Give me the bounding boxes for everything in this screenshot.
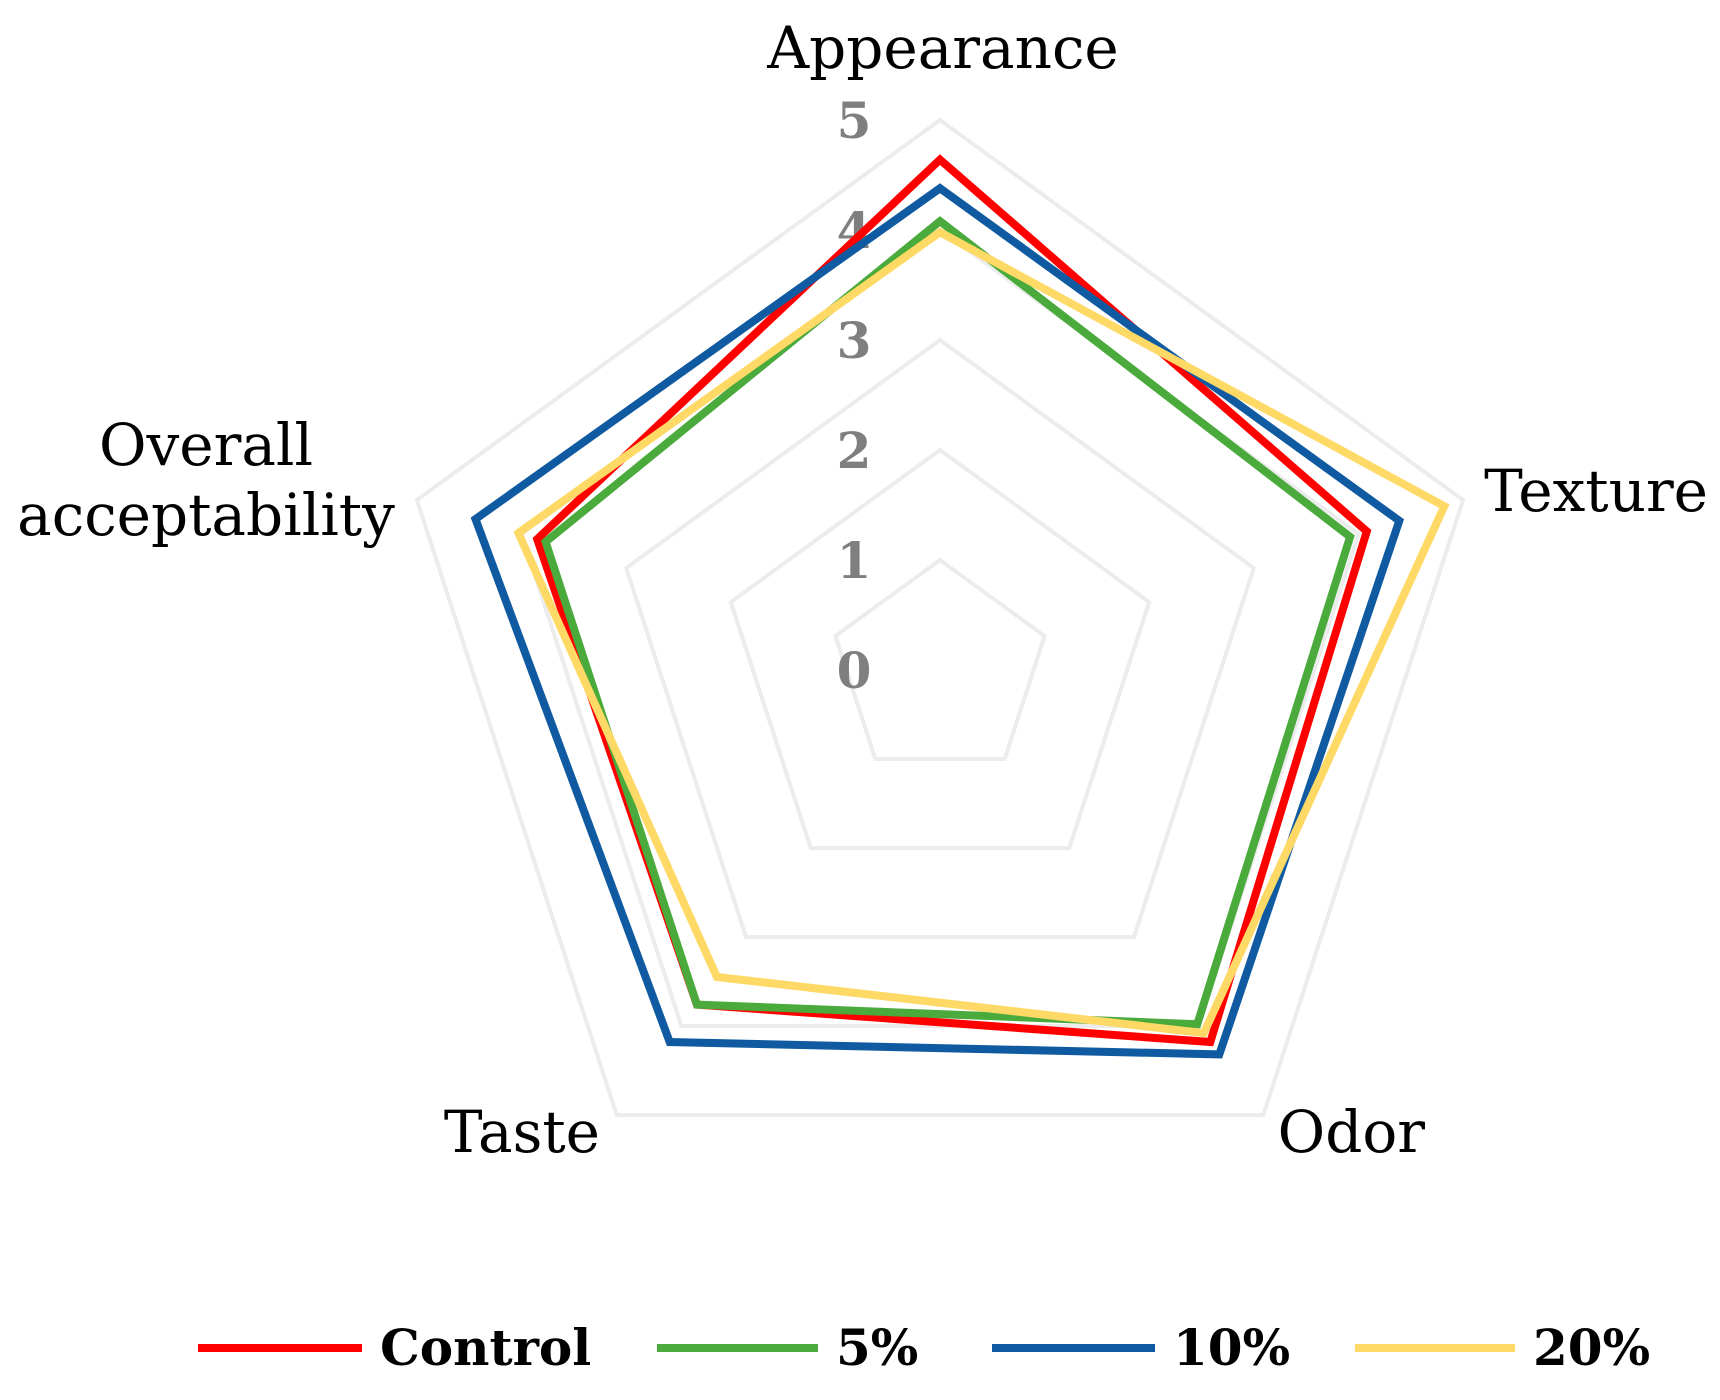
tick-label-2: 2: [837, 421, 872, 480]
legend-label-2: 10%: [1173, 1318, 1290, 1377]
axis-label-line: Odor: [1278, 1098, 1426, 1166]
series-line-2: [470, 183, 1405, 1059]
axis-label-0: Appearance: [766, 14, 1119, 82]
grid-ring-1: [833, 557, 1047, 761]
grid-ring-5: [414, 117, 1466, 1117]
tick-label-0: 0: [837, 641, 872, 700]
chart-legend: Control 5% 10% 20%: [198, 1318, 1650, 1377]
axis-label-line: Overall: [99, 411, 313, 479]
legend-label-1: 5%: [836, 1318, 918, 1377]
tick-label-3: 3: [837, 311, 872, 370]
axis-label-line: Taste: [444, 1098, 600, 1166]
radar-axis-labels: Appearance Texture Odor Taste Overall accepta…: [17, 14, 1708, 1166]
grid-ring-2: [728, 447, 1152, 850]
tick-label-1: 1: [837, 531, 872, 590]
series-line-1: [540, 216, 1355, 1029]
legend-label-0: Control: [380, 1318, 591, 1377]
tick-label-5: 5: [837, 91, 872, 150]
radar-series: [470, 154, 1450, 1059]
series-line-3: [513, 227, 1450, 1038]
axis-label-line: Appearance: [766, 14, 1119, 82]
axis-label-4: Overall acceptability: [17, 411, 395, 549]
legend-label-3: 20%: [1533, 1318, 1650, 1377]
axis-label-1: Texture: [1484, 457, 1708, 525]
grid-ring-3: [623, 337, 1257, 939]
axis-label-line: Texture: [1484, 457, 1708, 525]
axis-label-3: Taste: [444, 1098, 600, 1166]
axis-label-line: acceptability: [17, 481, 395, 549]
axis-label-2: Odor: [1278, 1098, 1426, 1166]
